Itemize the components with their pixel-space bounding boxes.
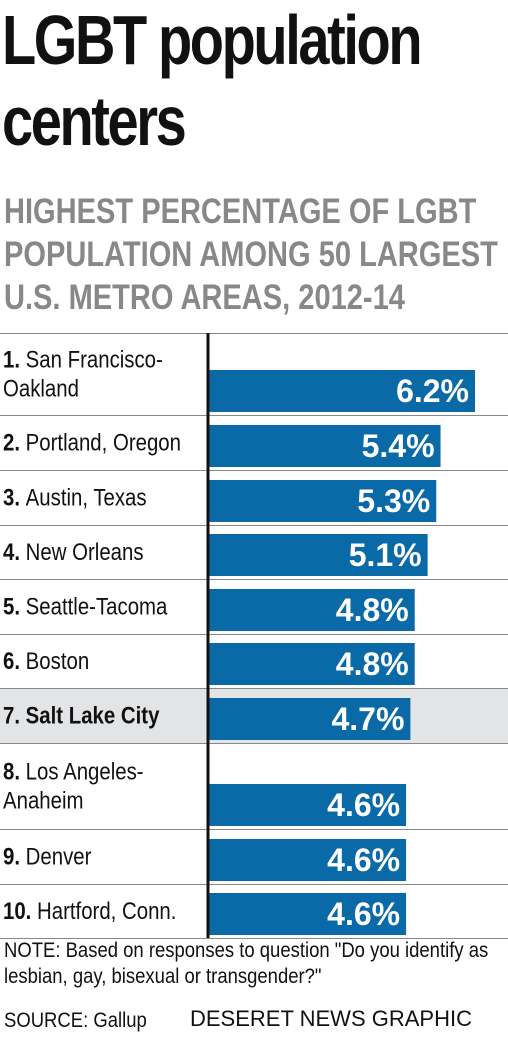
category-name: Austin, Texas [26, 484, 147, 511]
bar [208, 893, 407, 935]
rank-label: 4. [3, 538, 26, 565]
source-text: SOURCE: Gallup [4, 1009, 147, 1032]
rank-label: 9. [3, 843, 26, 870]
category-name: Boston [26, 647, 89, 674]
rank-label: 3. [3, 484, 26, 511]
value-label: 4.6% [327, 787, 400, 823]
rank-label: 1. [3, 346, 26, 373]
rank-label: 6. [3, 647, 26, 674]
category-label: Anaheim [3, 787, 84, 814]
bar [208, 534, 428, 576]
rank-label: 5. [3, 593, 26, 620]
chart-subtitle: HIGHEST PERCENTAGE OF LGBT POPULATION AM… [4, 192, 498, 317]
category-label: 6. Boston [3, 647, 89, 674]
bar [208, 370, 475, 412]
bar [208, 839, 407, 881]
category-label: 8. Los Angeles- [3, 758, 144, 785]
category-label: 3. Austin, Texas [3, 484, 147, 511]
category-name: Portland, Oregon [26, 429, 181, 456]
value-label: 4.6% [327, 896, 400, 932]
category-label: 2. Portland, Oregon [3, 429, 181, 456]
rank-label: 10. [3, 897, 37, 924]
category-name: Seattle-Tacoma [26, 593, 168, 620]
category-name: New Orleans [26, 538, 144, 565]
category-name: Denver [26, 843, 92, 870]
value-label: 5.4% [362, 428, 435, 464]
bar [208, 698, 411, 740]
category-name: San Francisco- [26, 346, 163, 373]
rank-label: 7. [3, 702, 26, 729]
value-label: 6.2% [396, 373, 469, 409]
rows-layer: 6.2% 1. San Francisco-Oakland 5.4% 2. Portl… [0, 333, 508, 939]
category-name: Oakland [3, 375, 79, 402]
rank-label: 8. [3, 758, 26, 785]
category-label: 7. Salt Lake City [3, 702, 160, 729]
value-label: 5.3% [357, 483, 430, 519]
bar [208, 480, 437, 522]
note-text: NOTE: Based on responses to question "Do… [4, 939, 489, 988]
category-label: 5. Seattle-Tacoma [3, 593, 168, 620]
value-label: 4.8% [336, 646, 409, 682]
category-name: Salt Lake City [26, 702, 160, 729]
category-label: Oakland [3, 375, 79, 402]
category-name: Los Angeles- [26, 758, 144, 785]
value-label: 4.8% [336, 592, 409, 628]
category-name: Anaheim [3, 787, 84, 814]
bar [208, 589, 415, 631]
bar [208, 643, 415, 685]
chart-title: LGBT population centers [2, 1, 423, 160]
rank-label: 2. [3, 429, 26, 456]
value-label: 5.1% [349, 537, 422, 573]
credit-text: DESERET NEWS GRAPHIC [190, 1006, 472, 1031]
category-label: 10. Hartford, Conn. [3, 897, 176, 924]
value-label: 4.6% [327, 842, 400, 878]
value-label: 4.7% [331, 701, 404, 737]
category-label: 9. Denver [3, 843, 92, 870]
bar [208, 784, 407, 826]
category-name: Hartford, Conn. [37, 897, 176, 924]
category-label: 4. New Orleans [3, 538, 144, 565]
bar [208, 425, 441, 467]
category-label: 1. San Francisco- [3, 346, 163, 373]
